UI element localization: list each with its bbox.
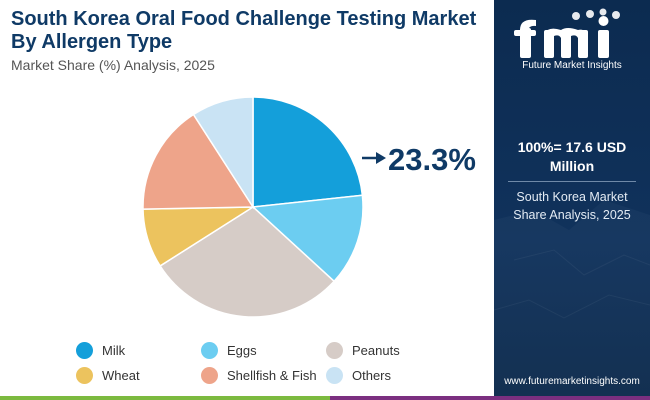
legend-swatch bbox=[76, 342, 93, 359]
legend-label: Eggs bbox=[227, 343, 257, 358]
panel-divider bbox=[508, 181, 636, 182]
legend-swatch bbox=[76, 367, 93, 384]
info-panel: Future Market Insights 100%= 17.6 USD Mi… bbox=[494, 0, 650, 400]
legend-item-milk: Milk bbox=[76, 342, 125, 359]
panel-subtitle-line2: Share Analysis, 2025 bbox=[513, 208, 631, 222]
market-total-line2: Million bbox=[549, 158, 595, 174]
chart-subtitle: Market Share (%) Analysis, 2025 bbox=[11, 57, 215, 73]
legend-item-wheat: Wheat bbox=[76, 367, 140, 384]
legend-item-peanuts: Peanuts bbox=[326, 342, 400, 359]
legend-swatch bbox=[326, 342, 343, 359]
pie-slice-others bbox=[192, 96, 254, 210]
panel-texture bbox=[494, 249, 650, 319]
bottom-accent-bar bbox=[0, 396, 650, 400]
logo-name: Future Market Insights bbox=[522, 60, 622, 71]
legend-item-shellfish-fish: Shellfish & Fish bbox=[201, 367, 317, 384]
legend-label: Peanuts bbox=[352, 343, 400, 358]
legend-label: Others bbox=[352, 368, 392, 383]
legend-swatch bbox=[201, 367, 218, 384]
pie-chart: 23.3% bbox=[142, 96, 476, 318]
legend-label: Shellfish & Fish bbox=[227, 368, 317, 383]
website-url: www.futuremarketinsights.com bbox=[504, 376, 640, 387]
arrow-right-icon bbox=[376, 152, 386, 164]
fmi-logo-icon bbox=[514, 8, 620, 58]
legend-item-eggs: Eggs bbox=[201, 342, 257, 359]
market-total: 100%= 17.6 USD Million bbox=[494, 138, 650, 176]
callout-value: 23.3% bbox=[388, 142, 476, 177]
accent-green bbox=[0, 396, 330, 400]
legend-swatch bbox=[201, 342, 218, 359]
panel-subtitle: South Korea Market Share Analysis, 2025 bbox=[494, 188, 650, 224]
pie-slice-peanuts bbox=[159, 206, 336, 318]
legend-label: Wheat bbox=[102, 368, 140, 383]
callout: 23.3% bbox=[362, 142, 476, 177]
chart-title: South Korea Oral Food Challenge Testing … bbox=[11, 8, 477, 53]
legend-label: Milk bbox=[102, 343, 126, 358]
pie-slice-milk bbox=[252, 96, 364, 208]
pie-slices bbox=[142, 96, 364, 318]
market-total-line1: 100%= 17.6 USD bbox=[517, 139, 627, 155]
pie-slice-shellfish-fish bbox=[142, 113, 255, 210]
accent-purple bbox=[330, 396, 650, 400]
pie-slice-eggs bbox=[251, 194, 364, 283]
legend-item-others: Others bbox=[326, 367, 391, 384]
legend-swatch bbox=[326, 367, 343, 384]
panel-subtitle-line1: South Korea Market bbox=[516, 190, 628, 204]
